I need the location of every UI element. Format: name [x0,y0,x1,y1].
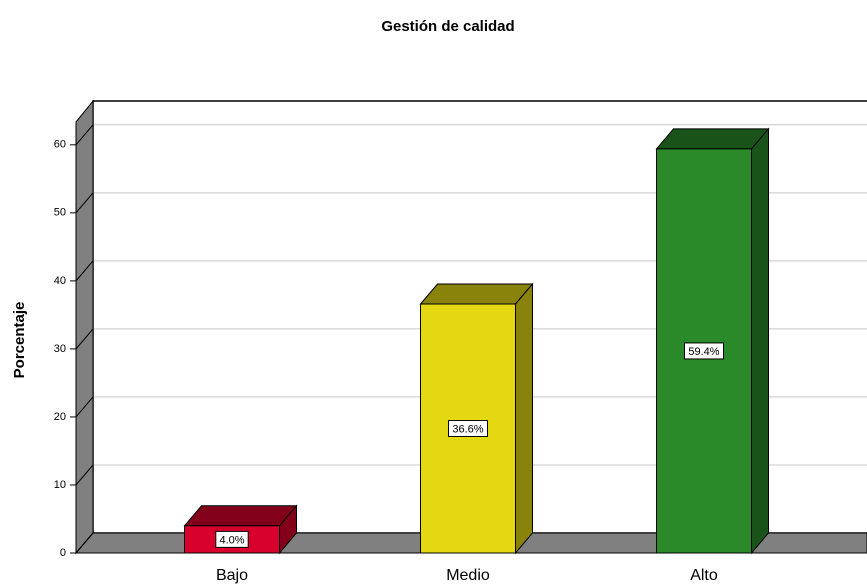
chart-title: Gestión de calidad [381,18,514,35]
y-tick-label: 10 [54,479,66,491]
left-wall [75,99,94,555]
wall-tick [75,532,94,554]
y-axis-label: Porcentaje [11,302,28,379]
y-tick-label: 20 [54,411,66,423]
value-label-box [448,420,488,438]
bar-top [419,283,534,305]
wall-tick [75,124,94,146]
y-tick-label: 40 [54,275,66,287]
wall-tick [75,464,94,486]
value-label-box [215,530,249,548]
wall-tick [75,396,94,418]
wall-tick [75,328,94,350]
y-tick-label: 30 [54,343,66,355]
bar-top [183,505,298,527]
value-label-box [684,342,724,360]
bar-side [515,282,533,555]
y-tick-label: 60 [54,139,66,151]
y-tick-label: 0 [60,547,66,559]
value-label: 59.4% [688,346,719,358]
bar-side [751,127,769,555]
value-label: 36.6% [452,423,483,435]
x-tick-label: Alto [690,567,718,584]
wall-tick [75,192,94,214]
x-tick-label: Bajo [216,567,248,584]
bar-top [655,128,770,150]
value-label: 4.0% [219,534,244,546]
x-tick-label: Medio [446,567,490,584]
wall-tick [75,260,94,282]
y-tick-label: 50 [54,207,66,219]
